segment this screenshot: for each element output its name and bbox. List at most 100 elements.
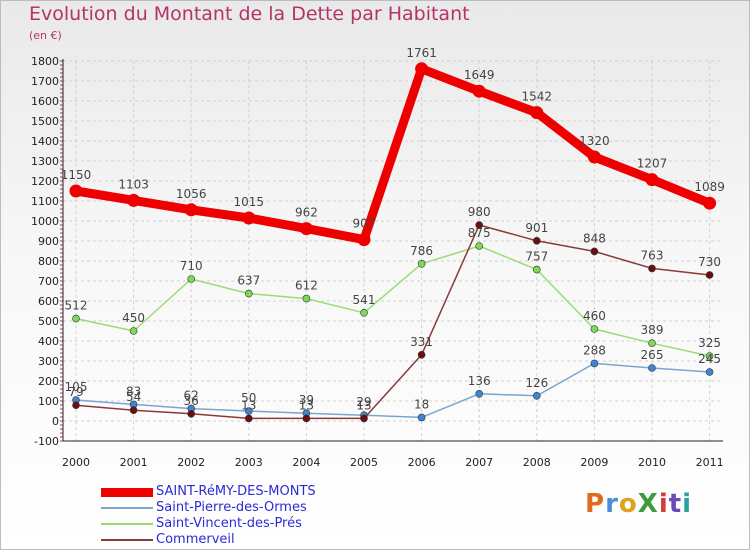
- data-point: [475, 242, 484, 250]
- y-tick-label: 1600: [31, 95, 59, 108]
- data-label: 1207: [637, 157, 668, 171]
- y-tick-label: 1700: [31, 75, 59, 88]
- data-point: [587, 150, 601, 164]
- logo-letter: i: [658, 489, 669, 519]
- x-tick-label: 2007: [465, 456, 493, 469]
- data-label: 1320: [579, 134, 610, 148]
- data-point: [245, 289, 253, 298]
- legend-swatch: [101, 523, 153, 525]
- data-point: [69, 184, 83, 198]
- y-tick-label: 200: [38, 375, 59, 388]
- legend-label: Saint-Vincent-des-Prés: [156, 516, 302, 531]
- data-label: 1150: [61, 168, 92, 182]
- proxiti-logo: ProXiti: [585, 489, 692, 519]
- data-label: 13: [356, 398, 371, 412]
- data-point: [532, 237, 541, 245]
- data-point: [417, 259, 426, 268]
- data-label: 245: [698, 352, 721, 366]
- data-label: 1649: [464, 68, 495, 82]
- data-label: 460: [583, 309, 606, 323]
- data-point: [360, 414, 368, 423]
- y-tick-label: 1000: [31, 215, 59, 228]
- data-point: [302, 414, 311, 423]
- logo-letter: o: [618, 489, 638, 519]
- data-label: 331: [410, 335, 433, 349]
- legend-item: Saint-Pierre-des-Ormes: [101, 500, 401, 517]
- data-label: 757: [525, 250, 548, 264]
- y-tick-label: 1100: [31, 195, 59, 208]
- x-tick-label: 2008: [523, 456, 551, 469]
- data-point: [72, 401, 80, 410]
- data-label: 83: [126, 384, 141, 398]
- data-point: [302, 294, 311, 303]
- data-point: [648, 364, 656, 372]
- y-tick-label: 1500: [31, 115, 59, 128]
- data-point: [703, 196, 717, 210]
- y-tick-label: 900: [38, 235, 59, 248]
- x-tick-label: 2004: [292, 456, 320, 469]
- y-tick-label: 500: [38, 315, 59, 328]
- data-label: 980: [468, 205, 491, 219]
- data-point: [187, 275, 195, 283]
- legend-label: SAINT-RéMY-DES-MONTS: [156, 484, 316, 499]
- y-tick-label: 0: [52, 415, 59, 428]
- y-tick-label: 1800: [31, 55, 59, 68]
- series-line: [75, 224, 710, 420]
- data-point: [129, 406, 138, 415]
- legend-item: Commerveil: [101, 532, 401, 549]
- y-tick-label: 1200: [31, 175, 59, 188]
- data-point: [417, 350, 426, 359]
- legend-swatch: [101, 539, 153, 541]
- series-line: [75, 362, 710, 419]
- logo-letter: X: [637, 489, 659, 519]
- data-label: 637: [237, 274, 260, 288]
- data-point: [129, 327, 138, 335]
- data-point: [187, 409, 195, 418]
- data-point: [72, 314, 80, 323]
- legend-label: Saint-Pierre-des-Ormes: [156, 500, 307, 515]
- x-tick-label: 2001: [120, 456, 148, 469]
- data-label: 1056: [176, 187, 207, 201]
- x-tick-label: 2002: [177, 456, 205, 469]
- data-label: 541: [353, 293, 376, 307]
- data-point: [590, 325, 599, 333]
- data-label: 730: [698, 255, 721, 269]
- data-label: 54: [126, 390, 141, 404]
- series-line: [75, 64, 712, 245]
- data-point: [590, 359, 599, 368]
- data-point: [648, 264, 656, 273]
- data-point: [245, 414, 253, 423]
- x-tick-label: 2011: [696, 456, 724, 469]
- y-tick-label: 800: [38, 255, 59, 268]
- data-label: 18: [414, 397, 429, 411]
- y-tick-label: 600: [38, 295, 59, 308]
- data-label: 710: [180, 259, 203, 273]
- data-point: [532, 391, 541, 400]
- legend-item: Saint-Vincent-des-Prés: [101, 516, 401, 533]
- data-point: [415, 62, 429, 76]
- data-label: 1761: [406, 46, 437, 60]
- data-label: 786: [410, 244, 433, 258]
- x-tick-label: 2003: [235, 456, 263, 469]
- y-tick-label: 700: [38, 275, 59, 288]
- data-point: [705, 368, 714, 376]
- y-tick-label: 1300: [31, 155, 59, 168]
- data-label: 29: [356, 395, 371, 409]
- data-point: [705, 271, 714, 279]
- y-tick-label: 300: [38, 355, 59, 368]
- data-label: 136: [468, 374, 491, 388]
- data-point: [705, 352, 714, 360]
- data-point: [242, 211, 256, 225]
- logo-letter: i: [682, 489, 693, 519]
- data-label: 62: [184, 389, 199, 403]
- data-label: 13: [241, 398, 256, 412]
- data-label: 907: [353, 217, 376, 231]
- logo-letter: t: [668, 489, 683, 519]
- data-label: 612: [295, 279, 318, 293]
- legend-label: Commerveil: [156, 532, 235, 547]
- data-point: [127, 193, 141, 207]
- data-point: [357, 233, 371, 247]
- data-label: 1103: [118, 177, 149, 191]
- data-label: 36: [184, 394, 199, 408]
